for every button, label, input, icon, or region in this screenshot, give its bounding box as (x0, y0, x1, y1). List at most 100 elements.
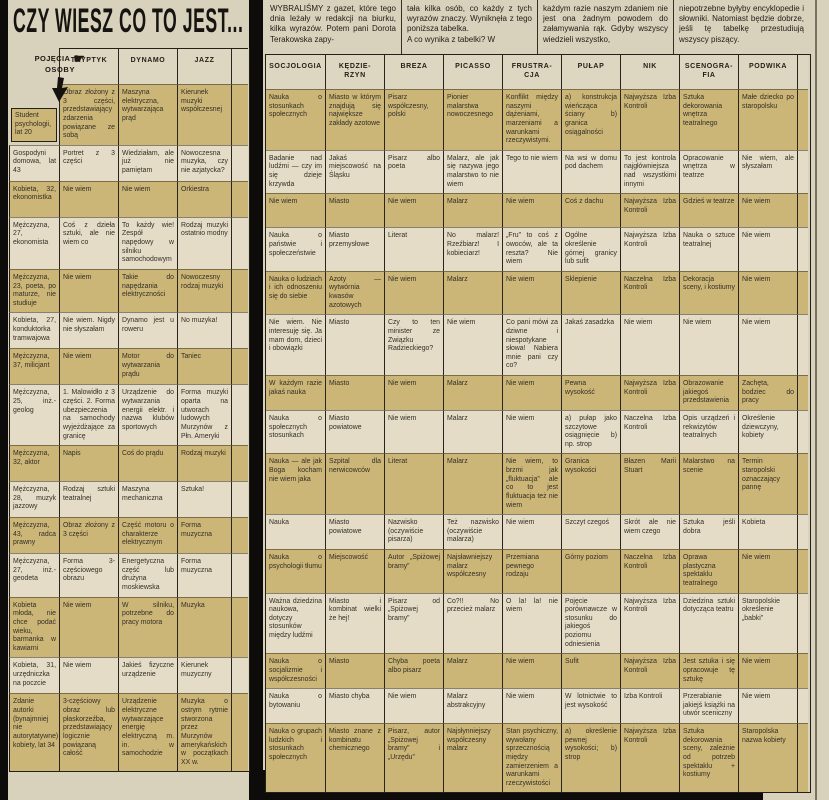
answer-cell: Literat (384, 453, 443, 515)
answer-cell: Nie wiem (443, 314, 502, 375)
page-gutter (249, 0, 263, 800)
column-header: DYNAMO (118, 48, 177, 84)
left-page: CZY WIESZ CO TO JEST... POJĘCIA ☛ OSOBY … (8, 0, 250, 800)
answer-cell: Nie wiem (384, 409, 443, 454)
answer-cell: Maszyna mechaniczna (118, 481, 177, 518)
answer-cell: Autor „Spiżowej bramy” (384, 549, 443, 593)
answer-cell: Naczelna Izba Kontroli (620, 409, 679, 454)
answer-cell: W silniku, potrzebne do pracy motora (118, 596, 177, 658)
answer-cell: Nie wiem (620, 314, 679, 375)
filler-cell (231, 445, 248, 482)
filler-cell (231, 553, 248, 597)
answer-cell: Przemiana pewnego rodzaju (502, 549, 561, 593)
filler-cell (231, 348, 248, 385)
answer-cell: Dziedzina sztuki dotycząca teatru (679, 592, 738, 654)
answer-cell: Naczelna Izba Kontroli (620, 270, 679, 315)
column-header: PICASSO (443, 55, 502, 89)
column-header: PODWIKA (738, 55, 797, 89)
filler-cell (797, 193, 808, 228)
column-header: TRYPTYK (59, 48, 118, 84)
header-filler-cell (231, 48, 248, 84)
answer-cell: a) konstrukcja wieńcząca ściany b) grani… (561, 89, 620, 150)
answer-cell: Pionier malarstwa nowoczesnego (443, 89, 502, 150)
answer-cell: Sztuka jeśli dobra (679, 514, 738, 549)
filler-cell (231, 180, 248, 217)
answer-cell: Na wsi w domu pod dachem (561, 149, 620, 194)
answer-cell: Górny poziom (561, 549, 620, 593)
answer-cell: Nie wiem (384, 375, 443, 410)
answer-cell: Dynamo jest u roweru (118, 312, 177, 349)
answer-cell: Nie wiem (738, 227, 797, 271)
answer-cell: Nie wiem (384, 688, 443, 723)
answer-cell: Malarz, ale jak się nazywa jego malarstw… (443, 149, 502, 194)
answer-cell: Sufit (561, 653, 620, 689)
pointing-hand-icon: ☛ (73, 50, 86, 66)
intro-column: WYBRALIŚMY z gazet, które tego dnia leża… (270, 4, 396, 44)
answer-cell: Też nazwisko (oczywiście malarza) (443, 514, 502, 549)
answer-cell: Nie wiem (502, 514, 561, 549)
right-table: SOCJOLOGIA KĘDZIE- RZYN BREZA PICASSO FRUSTR… (265, 54, 811, 794)
answer-cell: Nie wiem (502, 688, 561, 723)
answer-cell: Nauka o sztuce teatralnej (679, 227, 738, 271)
answer-cell: Najwyższa Izba Kontroli (620, 592, 679, 654)
filler-cell (231, 517, 248, 554)
answer-cell: Nie wiem (502, 653, 561, 689)
answer-cell: Nauka (266, 514, 325, 549)
answer-cell: Literat (384, 227, 443, 271)
answer-cell: Staropolska nazwa kobiety (738, 723, 797, 793)
answer-cell: Nauka o bytowaniu (266, 688, 325, 723)
answer-cell: Nie wiem (502, 193, 561, 228)
answer-cell: Orkiestra (177, 180, 231, 217)
answer-cell: Nie wiem, ale słyszałam (738, 149, 797, 194)
answer-cell: Nowoczesna muzyka, czy nie azjatycka? (177, 144, 231, 181)
filler-cell (231, 84, 248, 145)
column-header: JAZZ (177, 48, 231, 84)
filler-cell (231, 268, 248, 313)
answer-cell: Pisarz albo poeta (384, 149, 443, 194)
filler-cell (797, 688, 808, 723)
header-filler-cell (797, 55, 808, 89)
corner-label-osoby: OSOBY (44, 65, 76, 74)
person-cell: Kobieta młoda, nie chce podać wieku, bar… (9, 596, 59, 658)
answer-cell: Kierunek muzyki współczesnej (177, 84, 231, 145)
answer-cell: Nauka o stosunkach społecznych (266, 89, 325, 150)
answer-cell: Miasto przemysłowe (325, 227, 384, 271)
answer-cell: Coś z dzieła sztuki, ale nie wiem co (59, 216, 118, 269)
answer-cell: Nie wiem (738, 314, 797, 375)
filler-cell (797, 723, 808, 793)
answer-cell: Malarz (443, 193, 502, 228)
answer-cell: Granica wysokości (561, 453, 620, 515)
answer-cell: Coś z dachu (561, 193, 620, 228)
answer-cell: Sztuka! (177, 481, 231, 518)
answer-cell: Zachęta, bodziec do pracy (738, 375, 797, 410)
filler-cell (231, 384, 248, 446)
answer-cell: Oprawa plastyczna spektaklu teatralnego (679, 549, 738, 593)
answer-cell: Takie do napędzania elektryczności (118, 268, 177, 313)
filler-cell (231, 312, 248, 349)
answer-cell: Najsłynniejszy współczesny malarz (443, 723, 502, 793)
answer-cell: Miasto i kombinat wielki że hej! (325, 592, 384, 654)
person-cell: Mężczyzna, 27, inż.-geodeta (9, 553, 59, 597)
answer-cell: To każdy wie! Zespół napędowy w silniku … (118, 216, 177, 269)
page-edge-line (815, 0, 817, 800)
person-cell: Mężczyzna, 32, aktor (9, 445, 59, 482)
column-header: PUŁAP (561, 55, 620, 89)
answer-cell: Malarz (443, 453, 502, 515)
answer-cell: Rodzaj sztuki teatralnej (59, 481, 118, 518)
answer-cell: O la! la! nie wiem (502, 592, 561, 654)
answer-cell: Wiedziałam, ale już nie pamiętam (118, 144, 177, 181)
answer-cell: Przerabianie jakiejś książki na utwór sc… (679, 688, 738, 723)
person-cell: Mężczyzna, 43, radca prawny (9, 517, 59, 554)
answer-cell: Taniec (177, 348, 231, 385)
answer-cell: Obraz złożony z 3 części, przedstawiając… (59, 84, 118, 145)
answer-cell: Nie wiem (679, 314, 738, 375)
answer-cell: Małe dziecko po staropolsku (738, 89, 797, 150)
answer-cell: Maszyna elektryczna, wytwarzająca prąd (118, 84, 177, 145)
answer-cell: Sztuka dekorowania sceny, zależnie od po… (679, 723, 738, 793)
answer-cell: Nie wiem (738, 193, 797, 228)
down-arrow-icon (52, 77, 68, 102)
answer-cell: W każdym razie jakaś nauka (266, 375, 325, 410)
answer-cell: Termin staropolski oznaczający pannę (738, 453, 797, 515)
column-header: NIK (620, 55, 679, 89)
filler-cell (231, 216, 248, 269)
